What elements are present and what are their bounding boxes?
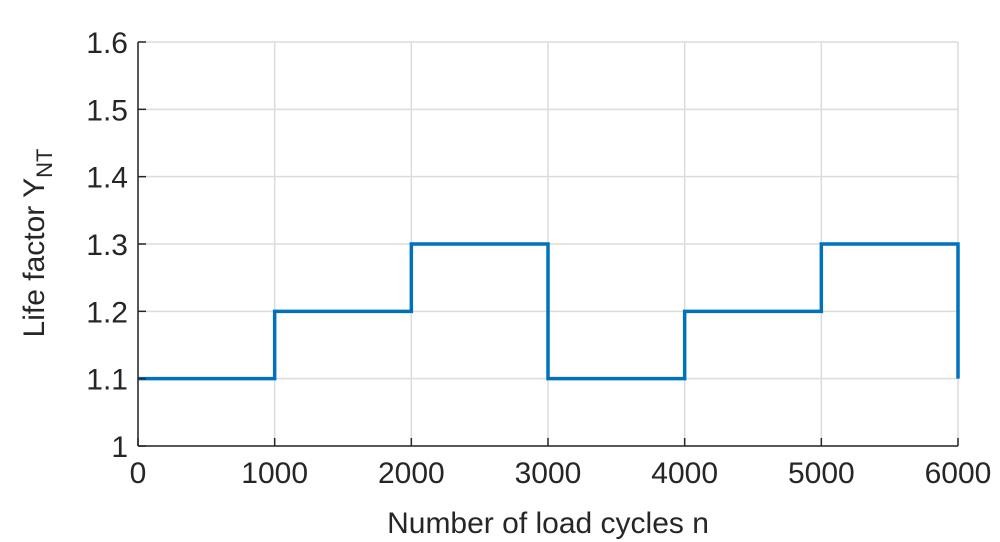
y-tick-label: 1.5 bbox=[86, 94, 128, 127]
series-group bbox=[138, 242, 960, 381]
y-tick-label: 1.3 bbox=[86, 229, 128, 262]
x-tick-label: 5000 bbox=[788, 457, 855, 490]
x-axis-label: Number of load cycles n bbox=[387, 507, 709, 540]
y-tick-label: 1 bbox=[111, 431, 128, 464]
x-tick-label: 1000 bbox=[241, 457, 308, 490]
y-tick-labels: 1 1.1 1.2 1.3 1.4 1.5 1.6 bbox=[86, 27, 128, 464]
x-tick-label: 2000 bbox=[378, 457, 445, 490]
y-tick-label: 1.6 bbox=[86, 27, 128, 60]
series-line bbox=[138, 242, 960, 381]
y-axis-label-subscript: NT bbox=[32, 149, 57, 178]
y-tick-label: 1.2 bbox=[86, 296, 128, 329]
x-tick-label: 6000 bbox=[925, 457, 992, 490]
y-tick-label: 1.1 bbox=[86, 364, 128, 397]
x-tick-label: 0 bbox=[130, 457, 147, 490]
x-tick-label: 4000 bbox=[651, 457, 718, 490]
axes bbox=[137, 41, 959, 447]
x-tick-label: 3000 bbox=[515, 457, 582, 490]
y-axis-label-main: Life factor Y bbox=[18, 178, 51, 338]
y-axis-label: Life factor YNT bbox=[18, 149, 57, 338]
y-tick-label: 1.4 bbox=[86, 162, 128, 195]
x-tick-labels: 0 1000 2000 3000 4000 5000 6000 bbox=[130, 457, 992, 490]
